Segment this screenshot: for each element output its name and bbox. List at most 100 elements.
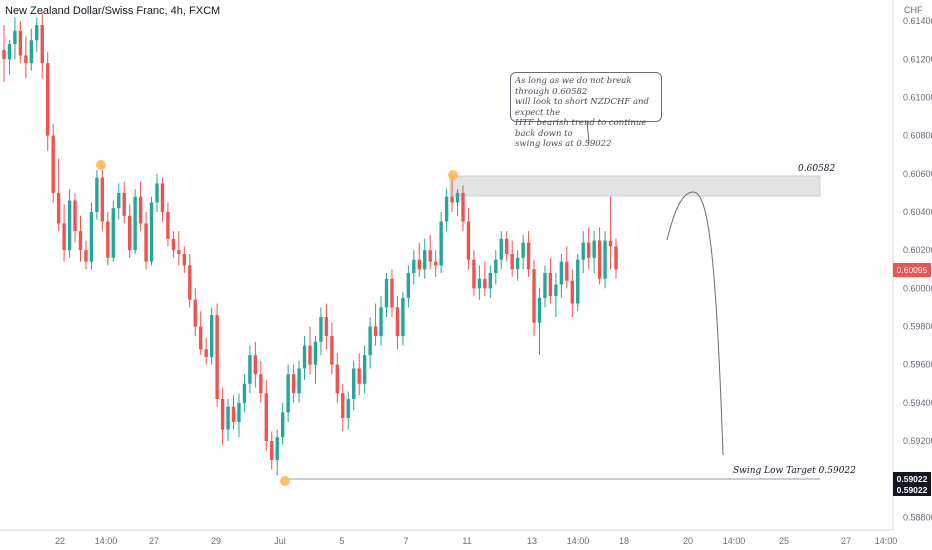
candle-bullish[interactable] bbox=[280, 412, 285, 438]
candle-bearish[interactable] bbox=[395, 307, 400, 337]
candle-bullish[interactable] bbox=[297, 368, 301, 394]
candle-bearish[interactable] bbox=[204, 349, 208, 358]
candle-bullish[interactable] bbox=[209, 315, 214, 358]
candle-bearish[interactable] bbox=[510, 253, 514, 270]
candle-bullish[interactable] bbox=[155, 183, 159, 203]
candle-bullish[interactable] bbox=[515, 257, 520, 270]
candle-bullish[interactable] bbox=[554, 284, 558, 296]
candle-bearish[interactable] bbox=[608, 240, 613, 247]
candle-bearish[interactable] bbox=[188, 265, 192, 300]
candle-bullish[interactable] bbox=[302, 345, 307, 369]
resistance-zone[interactable] bbox=[449, 175, 821, 197]
candle-bearish[interactable] bbox=[450, 196, 454, 203]
candle-bearish[interactable] bbox=[2, 49, 6, 60]
candle-bearish[interactable] bbox=[100, 177, 105, 222]
candle-bullish[interactable] bbox=[237, 402, 241, 422]
candle-bearish[interactable] bbox=[433, 261, 438, 266]
candle-bearish[interactable] bbox=[220, 399, 225, 430]
candle-bullish[interactable] bbox=[406, 273, 411, 298]
candle-bearish[interactable] bbox=[565, 261, 569, 281]
candle-bearish[interactable] bbox=[428, 250, 432, 262]
candle-bearish[interactable] bbox=[466, 221, 471, 260]
candle-bearish[interactable] bbox=[586, 242, 591, 258]
candle-bearish[interactable] bbox=[505, 238, 509, 254]
candle-bearish[interactable] bbox=[160, 183, 165, 212]
candle-bullish[interactable] bbox=[346, 399, 350, 419]
candle-bullish[interactable] bbox=[444, 196, 449, 222]
candlestick-series[interactable] bbox=[2, 11, 618, 476]
candle-bearish[interactable] bbox=[106, 221, 110, 258]
candle-bearish[interactable] bbox=[199, 326, 203, 350]
analysis-note[interactable]: As long as we do not break through 0.605… bbox=[510, 72, 662, 149]
candle-bearish[interactable] bbox=[548, 273, 553, 296]
candle-bullish[interactable] bbox=[581, 242, 585, 260]
candle-bullish[interactable] bbox=[455, 192, 460, 203]
candle-bearish[interactable] bbox=[308, 345, 312, 365]
candle-bearish[interactable] bbox=[78, 231, 83, 251]
candle-bullish[interactable] bbox=[67, 200, 72, 251]
candle-bullish[interactable] bbox=[95, 177, 99, 212]
candle-bullish[interactable] bbox=[499, 238, 503, 260]
candle-bearish[interactable] bbox=[532, 269, 536, 323]
candle-bullish[interactable] bbox=[537, 297, 542, 323]
candle-bullish[interactable] bbox=[423, 250, 427, 270]
candle-bearish[interactable] bbox=[144, 223, 148, 262]
candle-bearish[interactable] bbox=[46, 63, 50, 136]
candle-bullish[interactable] bbox=[368, 326, 372, 356]
candle-bearish[interactable] bbox=[483, 278, 487, 289]
candle-bearish[interactable] bbox=[341, 393, 345, 419]
candle-bullish[interactable] bbox=[149, 202, 154, 262]
candle-bullish[interactable] bbox=[494, 259, 498, 274]
candle-bullish[interactable] bbox=[576, 259, 580, 304]
candle-bearish[interactable] bbox=[259, 374, 263, 394]
candle-bullish[interactable] bbox=[319, 316, 323, 342]
candle-bullish[interactable] bbox=[477, 278, 482, 289]
candle-bullish[interactable] bbox=[543, 273, 547, 298]
candle-bearish[interactable] bbox=[171, 238, 176, 251]
candle-bearish[interactable] bbox=[193, 299, 197, 327]
candle-bullish[interactable] bbox=[13, 30, 17, 45]
candle-bullish[interactable] bbox=[242, 383, 247, 403]
candle-bearish[interactable] bbox=[51, 135, 55, 193]
candle-bearish[interactable] bbox=[335, 364, 340, 394]
time-axis[interactable]: 22 14:00 27 29 Jul 5 7 11 13 14:00 18 20 14:00 25 27 14… bbox=[55, 536, 897, 546]
candle-bullish[interactable] bbox=[117, 192, 121, 209]
candle-bearish[interactable] bbox=[330, 336, 334, 365]
candle-bearish[interactable] bbox=[122, 192, 126, 216]
candle-bullish[interactable] bbox=[286, 374, 290, 413]
candle-bearish[interactable] bbox=[18, 30, 23, 56]
candle-bullish[interactable] bbox=[379, 307, 383, 337]
candle-bearish[interactable] bbox=[182, 253, 187, 266]
candle-bearish[interactable] bbox=[264, 393, 268, 441]
projected-path-curve[interactable] bbox=[666, 191, 724, 456]
candle-bullish[interactable] bbox=[29, 40, 34, 64]
candle-bullish[interactable] bbox=[439, 221, 443, 266]
candle-bullish[interactable] bbox=[352, 368, 356, 400]
candle-bearish[interactable] bbox=[472, 259, 476, 289]
candle-bearish[interactable] bbox=[461, 192, 465, 222]
candle-bullish[interactable] bbox=[313, 341, 318, 365]
candle-bullish[interactable] bbox=[133, 196, 137, 251]
candle-bearish[interactable] bbox=[373, 326, 378, 337]
candle-bullish[interactable] bbox=[603, 240, 607, 279]
candle-bullish[interactable] bbox=[401, 297, 405, 337]
candle-bullish[interactable] bbox=[226, 406, 230, 430]
candle-bullish[interactable] bbox=[412, 259, 416, 274]
candle-bullish[interactable] bbox=[521, 242, 525, 258]
candle-bearish[interactable] bbox=[526, 242, 531, 270]
candle-bullish[interactable] bbox=[7, 44, 12, 60]
candle-bearish[interactable] bbox=[614, 246, 618, 270]
candle-bearish[interactable] bbox=[357, 368, 361, 384]
candle-bullish[interactable] bbox=[111, 208, 115, 258]
candle-bullish[interactable] bbox=[384, 278, 389, 308]
candle-bearish[interactable] bbox=[62, 223, 66, 251]
candle-bullish[interactable] bbox=[275, 437, 279, 461]
candle-bearish[interactable] bbox=[73, 200, 77, 232]
candle-bearish[interactable] bbox=[291, 374, 296, 394]
candle-bearish[interactable] bbox=[597, 240, 602, 279]
candle-bearish[interactable] bbox=[270, 441, 274, 461]
candle-bearish[interactable] bbox=[138, 196, 143, 224]
candle-bearish[interactable] bbox=[215, 315, 219, 400]
